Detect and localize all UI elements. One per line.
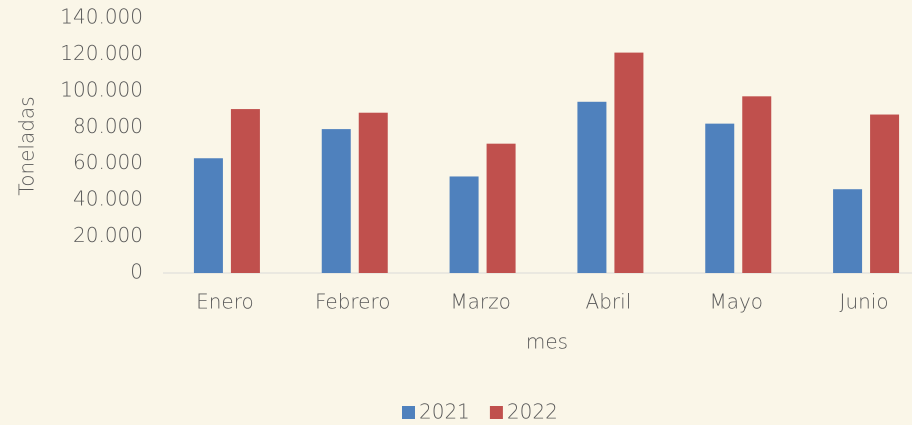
y-tick-label: 100.000 <box>60 77 143 101</box>
bar <box>742 96 772 273</box>
bar <box>449 176 479 273</box>
bar <box>230 109 260 273</box>
bar <box>614 52 644 273</box>
y-tick-label: 60.000 <box>73 150 143 174</box>
legend-swatch <box>402 406 415 419</box>
y-axis-title: Toneladas <box>15 96 39 195</box>
x-tick-label: Febrero <box>315 290 391 314</box>
bar <box>486 143 516 273</box>
y-tick-label: 0 <box>130 260 143 284</box>
bar <box>358 112 388 273</box>
legend-swatch <box>489 406 503 419</box>
y-tick-label: 120.000 <box>60 41 143 65</box>
x-tick-label: Mayo <box>709 290 763 314</box>
x-tick-label: Enero <box>196 290 254 314</box>
legend-label: 2022 <box>507 400 558 424</box>
y-tick-label: 20.000 <box>73 223 143 247</box>
x-tick-label: Abril <box>586 290 632 314</box>
y-tick-label: 80.000 <box>73 114 143 138</box>
x-tick-label: Junio <box>840 290 889 314</box>
bar <box>577 101 607 274</box>
y-tick-label: 40.000 <box>73 187 143 211</box>
y-tick-label: 140.000 <box>60 5 143 29</box>
bar <box>833 189 863 273</box>
legend-label: 2021 <box>419 400 470 424</box>
x-axis-title: mes <box>526 330 568 354</box>
bar <box>193 158 223 273</box>
bar <box>870 114 900 274</box>
bar <box>321 129 351 273</box>
x-tick-label: Marzo <box>450 290 510 314</box>
bar <box>705 123 735 274</box>
